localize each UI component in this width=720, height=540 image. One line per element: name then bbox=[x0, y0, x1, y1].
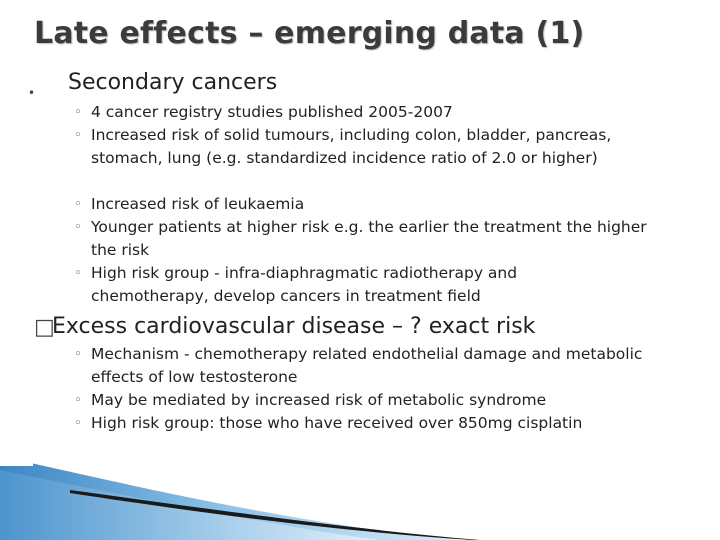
list-item-text: High risk group: those who have received… bbox=[91, 414, 583, 432]
decor-light-band bbox=[0, 470, 380, 540]
list-item: ◦ Increased risk of leukaemia bbox=[74, 193, 691, 216]
list-item-text: High risk group - infra-diaphragmatic ra… bbox=[91, 264, 518, 305]
decor-corner-white bbox=[0, 450, 33, 466]
list-item-text: Younger patients at higher risk e.g. the… bbox=[91, 218, 647, 259]
list-item-text: Increased risk of leukaemia bbox=[91, 195, 305, 213]
square-bullet-icon: □ bbox=[34, 315, 55, 340]
list-item-text: 4 cancer registry studies published 2005… bbox=[91, 103, 453, 121]
sub-bullet-icon: ◦ bbox=[74, 347, 82, 362]
list-item: ◦ High risk group - infra-diaphragmatic … bbox=[74, 262, 611, 308]
sub-bullet-icon: ◦ bbox=[74, 416, 82, 431]
list-item-text: Mechanism - chemotherapy related endothe… bbox=[91, 345, 643, 386]
sub-bullet-icon: ◦ bbox=[74, 197, 82, 212]
list-item: ◦ Younger patients at higher risk e.g. t… bbox=[74, 216, 666, 262]
sub-bullet-icon: ◦ bbox=[74, 266, 82, 281]
sub-bullet-icon: ◦ bbox=[74, 128, 82, 143]
list-item: ◦ Mechanism - chemotherapy related endot… bbox=[74, 343, 651, 389]
sub-bullet-icon: ◦ bbox=[74, 105, 82, 120]
bullet-marker-1: • bbox=[28, 86, 36, 100]
list-item: ◦ 4 cancer registry studies published 20… bbox=[74, 101, 691, 124]
sub-bullet-icon: ◦ bbox=[74, 393, 82, 408]
section-heading-cardiovascular: Excess cardiovascular disease – ? exact … bbox=[52, 314, 536, 339]
list-item: ◦ May be mediated by increased risk of m… bbox=[74, 389, 691, 412]
decorative-swoosh bbox=[0, 450, 480, 540]
sub-bullet-icon: ◦ bbox=[74, 220, 82, 235]
slide-title: Late effects – emerging data (1) bbox=[34, 16, 585, 51]
list-item-text: May be mediated by increased risk of met… bbox=[91, 391, 547, 409]
section-heading-secondary-cancers: Secondary cancers bbox=[68, 70, 278, 95]
list-item: ◦ High risk group: those who have receiv… bbox=[74, 412, 691, 435]
list-item: ◦ Increased risk of solid tumours, inclu… bbox=[74, 124, 676, 170]
list-item-text: Increased risk of solid tumours, includi… bbox=[91, 126, 612, 167]
